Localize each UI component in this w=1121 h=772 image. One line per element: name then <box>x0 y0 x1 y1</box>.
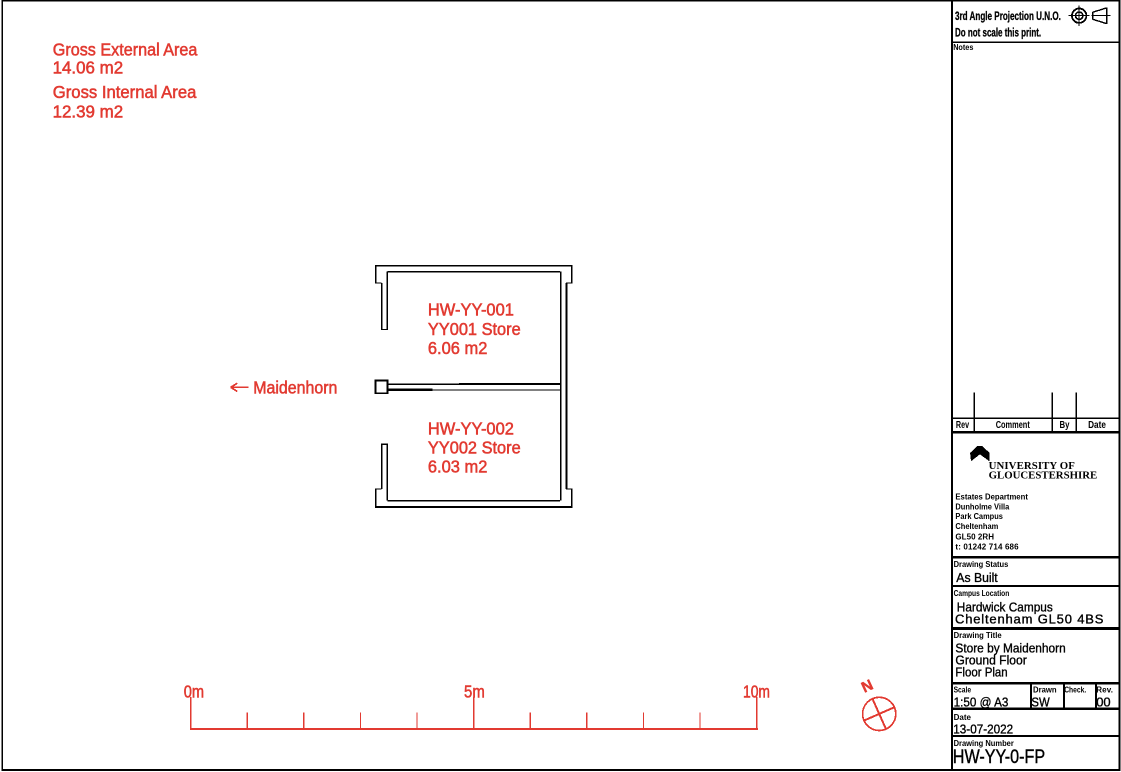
svg-text:Comment: Comment <box>996 420 1031 431</box>
svg-text:Notes: Notes <box>953 43 974 52</box>
svg-text:Check.: Check. <box>1064 686 1086 695</box>
svg-text:HW-YY-002: HW-YY-002 <box>428 418 514 438</box>
svg-text:Date: Date <box>1088 420 1106 431</box>
svg-text:Ground Floor: Ground Floor <box>955 653 1027 668</box>
svg-text:UNIVERSITY OF: UNIVERSITY OF <box>989 460 1076 472</box>
svg-text:Store by Maidenhorn: Store by Maidenhorn <box>955 640 1065 655</box>
svg-text:6.03 m2: 6.03 m2 <box>428 456 488 476</box>
svg-text:6.06 m2: 6.06 m2 <box>428 338 488 358</box>
svg-text:Scale: Scale <box>954 686 972 695</box>
svg-text:Hardwick Campus: Hardwick Campus <box>957 600 1053 615</box>
svg-text:Drawing Status: Drawing Status <box>954 560 1009 569</box>
svg-text:3rd Angle Projection U.N.O.: 3rd Angle Projection U.N.O. <box>955 9 1061 23</box>
svg-text:As Built: As Built <box>956 570 998 585</box>
svg-text:Floor Plan: Floor Plan <box>955 665 1007 680</box>
svg-text:t: 01242 714 686: t: 01242 714 686 <box>955 542 1019 551</box>
svg-text:Drawing Number: Drawing Number <box>954 739 1014 748</box>
svg-text:Date: Date <box>954 713 972 722</box>
svg-text:Estates Department: Estates Department <box>955 493 1028 502</box>
svg-text:Gross External Area: Gross External Area <box>53 40 198 60</box>
svg-text:Gross Internal Area: Gross Internal Area <box>53 82 197 102</box>
svg-text:Do not scale this print.: Do not scale this print. <box>955 25 1041 39</box>
svg-text:Cheltenham GL50 4BS: Cheltenham GL50 4BS <box>955 611 1104 626</box>
svg-text:Drawing Title: Drawing Title <box>954 631 1003 640</box>
svg-text:Park Campus: Park Campus <box>955 512 1003 521</box>
svg-text:HW-YY-0-FP: HW-YY-0-FP <box>953 747 1045 768</box>
svg-text:SW: SW <box>1031 694 1050 709</box>
svg-text:Campus Location: Campus Location <box>954 589 1010 598</box>
svg-text:00: 00 <box>1096 694 1110 709</box>
svg-text:Maidenhorn: Maidenhorn <box>253 378 337 398</box>
svg-text:By: By <box>1060 420 1070 431</box>
svg-text:Dunholme Villa: Dunholme Villa <box>955 502 1009 511</box>
svg-text:Rev: Rev <box>956 420 970 431</box>
svg-text:GLOUCESTERSHIRE: GLOUCESTERSHIRE <box>989 470 1098 482</box>
svg-text:Rev.: Rev. <box>1096 686 1113 695</box>
svg-text:YY002 Store: YY002 Store <box>428 437 521 457</box>
svg-text:1:50 @ A3: 1:50 @ A3 <box>954 694 1009 709</box>
svg-text:0m: 0m <box>184 682 204 702</box>
svg-text:5m: 5m <box>464 682 485 702</box>
svg-text:GL50 2RH: GL50 2RH <box>955 533 994 542</box>
svg-text:12.39 m2: 12.39 m2 <box>53 102 124 122</box>
svg-text:13-07-2022: 13-07-2022 <box>953 722 1013 737</box>
svg-text:10m: 10m <box>743 682 770 702</box>
svg-text:Cheltenham: Cheltenham <box>955 522 998 531</box>
svg-text:14.06 m2: 14.06 m2 <box>53 58 124 78</box>
svg-text:YY001 Store: YY001 Store <box>428 319 521 339</box>
svg-text:Drawn: Drawn <box>1033 686 1057 695</box>
svg-text:HW-YY-001: HW-YY-001 <box>428 300 514 320</box>
